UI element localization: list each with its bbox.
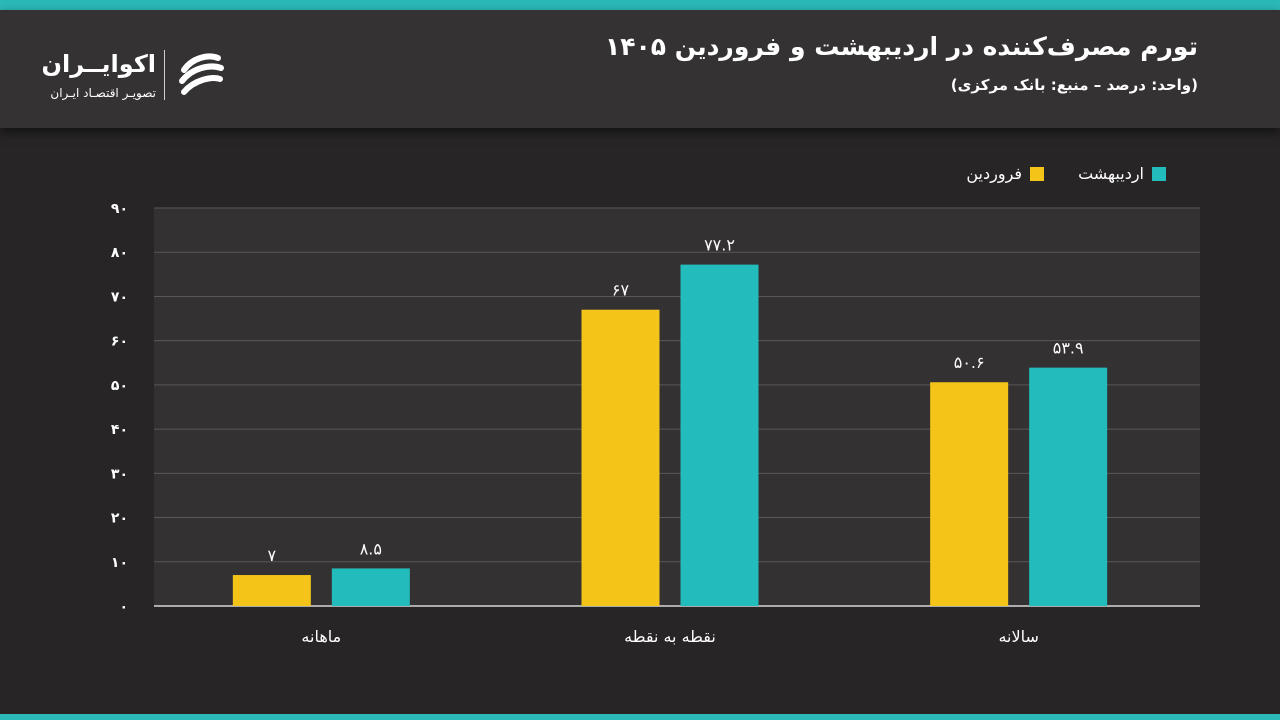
chart-title: تورم مصرف‌کننده در اردیبهشت و فروردین ۱۴… (604, 32, 1198, 61)
bar-ordibehesht (331, 568, 410, 606)
y-tick-label: ۷۰ (111, 289, 128, 305)
header-banner: تورم مصرف‌کننده در اردیبهشت و فروردین ۱۴… (0, 10, 1280, 128)
bar-farvardin (930, 382, 1009, 606)
legend-item-farvardin: فروردین (966, 164, 1045, 183)
y-tick-label: ۶۰ (111, 334, 128, 350)
logo-name: اکوایــران (41, 50, 156, 78)
data-label: ۷ (268, 546, 277, 565)
category-label: سالانه (998, 627, 1038, 646)
category-label: نقطه به نقطه (624, 627, 716, 646)
legend-swatch-farvardin (1030, 166, 1045, 181)
category-label: ماهانه (301, 627, 341, 646)
data-label: ۷۷.۲ (704, 236, 735, 255)
y-tick-label: ۸۰ (111, 245, 128, 261)
data-label: ۵۳.۹ (1053, 339, 1084, 358)
chart-legend: اردیبهشت فروردین (966, 164, 1166, 183)
legend-label-ordibehesht: اردیبهشت (1078, 164, 1144, 183)
logo-divider (164, 50, 165, 100)
y-tick-label: ۵۰ (111, 378, 128, 394)
y-tick-label: ۴۰ (111, 422, 128, 438)
y-tick-label: ۹۰ (111, 201, 128, 217)
data-label: ۵۰.۶ (954, 353, 985, 372)
bottom-accent-stripe (0, 714, 1280, 720)
chart-subtitle: (واحد: درصد – منبع: بانک مرکزی) (950, 76, 1198, 94)
legend-item-ordibehesht: اردیبهشت (1078, 164, 1166, 183)
y-tick-label: ۱۰ (111, 555, 128, 571)
bar-farvardin (581, 309, 660, 606)
y-tick-label: ۲۰ (111, 511, 128, 527)
bar-farvardin (232, 575, 311, 606)
y-tick-label: ۳۰ (111, 466, 128, 482)
legend-swatch-ordibehesht (1152, 166, 1166, 181)
top-accent-stripe (0, 0, 1280, 10)
legend-label-farvardin: فروردین (966, 164, 1023, 183)
y-tick-label: ۰ (119, 599, 128, 615)
data-label: ۸.۵ (360, 539, 382, 558)
data-label: ۶۷ (612, 281, 630, 300)
bar-ordibehesht (1029, 367, 1108, 606)
plot-area (154, 208, 1200, 606)
bar-ordibehesht (680, 264, 759, 606)
logo-tagline: تصویـر اقتصـاد ایـران (50, 86, 156, 100)
ecoiran-logo-icon (179, 53, 224, 95)
